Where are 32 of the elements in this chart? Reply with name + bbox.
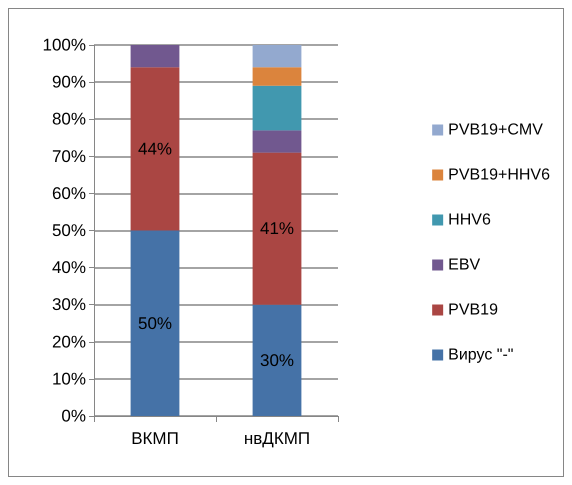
y-tick-label: 100%: [42, 36, 86, 54]
legend-label: Вирус "-": [448, 346, 514, 364]
bar: [130, 67, 180, 230]
data-label: 50%: [138, 314, 172, 333]
bar: [252, 130, 302, 153]
y-tick-label: 90%: [52, 72, 86, 92]
legend-label: HHV6: [448, 212, 491, 228]
y-tick-label: 20%: [52, 332, 86, 352]
bar: [130, 45, 180, 68]
bar: [252, 45, 302, 68]
bar: [252, 152, 302, 305]
data-label: 30%: [260, 350, 294, 370]
legend-label: PVB19+HHV6: [448, 166, 550, 184]
y-tick-label: 50%: [52, 221, 86, 240]
x-tick-label: ВКМП: [131, 429, 179, 448]
y-tick-label: 40%: [52, 258, 86, 278]
y-tick-label: 70%: [52, 146, 86, 166]
bar: [130, 230, 180, 416]
y-tick-label: 80%: [52, 110, 86, 129]
legend-label: PVB19: [448, 302, 498, 318]
data-label: 44%: [138, 139, 172, 158]
bar: [252, 304, 302, 416]
y-tick-label: 0%: [61, 406, 86, 426]
legend-label: PVB19+CMV: [448, 122, 544, 138]
bar: [252, 86, 302, 130]
y-tick-label: 60%: [52, 184, 86, 203]
data-label: 41%: [260, 219, 294, 238]
x-tick-label: нвДКМП: [244, 429, 310, 448]
y-tick-label: 30%: [52, 295, 86, 314]
y-tick-label: 10%: [52, 369, 86, 388]
bar: [252, 67, 302, 86]
legend-label: EBV: [448, 256, 481, 274]
